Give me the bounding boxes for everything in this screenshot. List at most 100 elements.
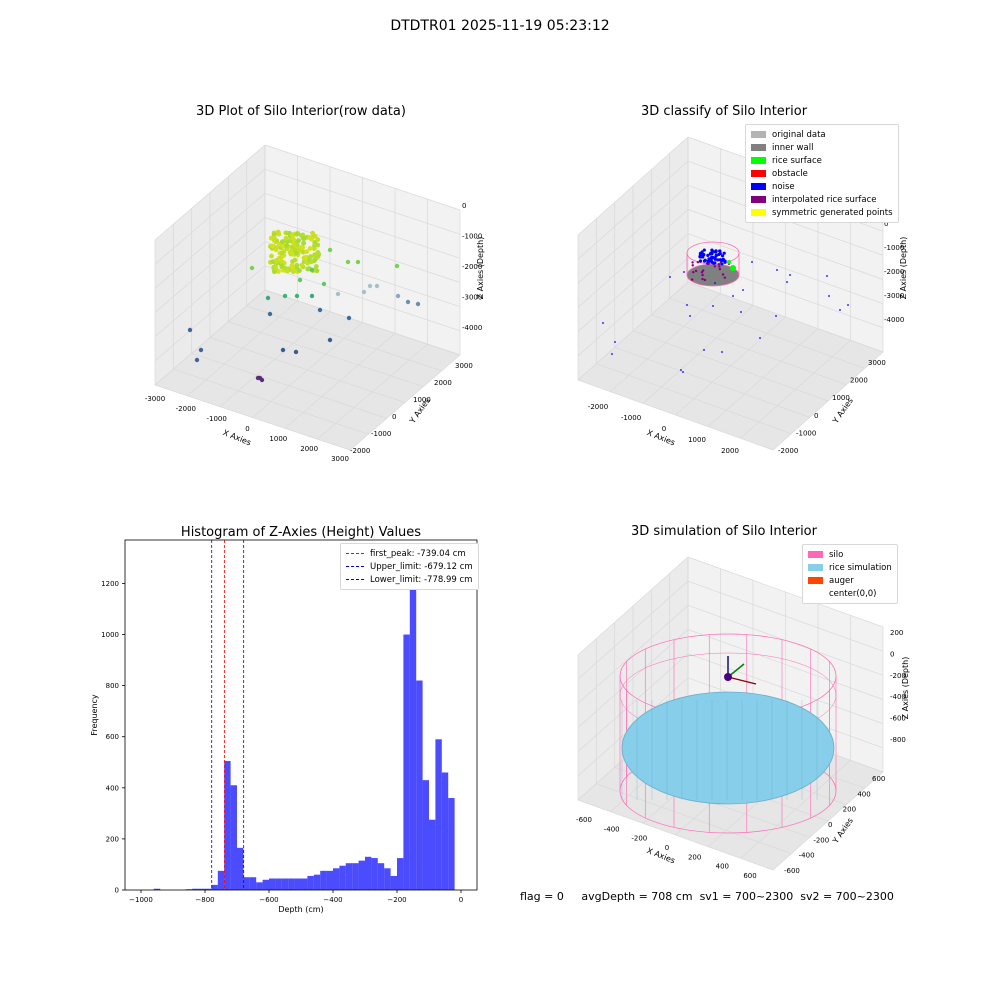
classify-legend: original data inner wall rice surface obsta… xyxy=(745,124,899,223)
raw-point xyxy=(290,251,296,257)
histogram-bar xyxy=(301,878,308,890)
raw-point xyxy=(269,245,275,250)
sim-grid xyxy=(577,677,689,777)
raw-point xyxy=(308,259,314,265)
raw-point xyxy=(294,240,300,246)
sim-z-tick: -600 xyxy=(890,715,906,723)
raw-point xyxy=(295,230,301,236)
raw-point xyxy=(286,267,292,273)
raw-point xyxy=(280,239,286,244)
status-footer: flag = 0 avgDepth = 708 cm sv1 = 700~230… xyxy=(520,890,894,903)
histogram-y-tick: 0 xyxy=(115,887,119,895)
raw-point xyxy=(279,254,284,260)
cls-y-tick: 3000 xyxy=(868,359,886,367)
cls-noise-point xyxy=(701,252,705,257)
classify-plot-title: 3D classify of Silo Interior xyxy=(640,104,808,119)
sim-floor-pane xyxy=(578,702,883,870)
histogram-bar xyxy=(288,878,295,890)
legend-swatch xyxy=(751,209,766,216)
raw-point xyxy=(284,268,290,274)
raw-point xyxy=(300,245,306,251)
cls-noise-point xyxy=(699,251,704,256)
sim-z-label: Z Axies (Depth) xyxy=(901,657,910,720)
raw-point xyxy=(297,268,302,273)
cls-noise-point xyxy=(702,253,706,257)
raw-point xyxy=(281,249,287,254)
raw-grid xyxy=(284,333,396,429)
raw-point xyxy=(313,264,319,269)
raw-point xyxy=(309,267,315,273)
cls-noise-point xyxy=(714,249,718,253)
cls-noise-point xyxy=(789,274,791,276)
sim-grid xyxy=(687,677,884,749)
raw-grid xyxy=(209,337,406,403)
sim-silo-top xyxy=(619,633,837,719)
cls-floor-pane xyxy=(578,282,883,450)
histogram-bar xyxy=(256,882,263,890)
raw-point xyxy=(300,249,306,255)
raw-point xyxy=(270,243,275,249)
histogram-y-tick: 1200 xyxy=(101,580,119,588)
raw-point xyxy=(305,255,311,261)
legend-label: obstacle xyxy=(772,168,808,179)
raw-point xyxy=(271,230,277,236)
raw-y-tick: 3000 xyxy=(455,362,473,370)
histogram-y-tick: 400 xyxy=(106,784,119,792)
raw-x-tick: 1000 xyxy=(269,435,287,443)
cls-noise-point xyxy=(839,309,841,311)
cls-inner-wall xyxy=(686,263,740,287)
sim-grid xyxy=(577,580,689,680)
cls-noise-point xyxy=(775,315,777,317)
legend-label: symmetric generated points xyxy=(772,207,893,218)
raw-point xyxy=(198,347,204,353)
histogram-bar xyxy=(416,680,423,890)
raw-point xyxy=(283,230,289,236)
raw-point xyxy=(270,243,276,249)
cls-grid xyxy=(669,298,865,369)
raw-point xyxy=(284,230,289,236)
cls-x-tick: -2000 xyxy=(588,403,608,411)
sim-x-tick: -600 xyxy=(576,816,592,824)
raw-grid xyxy=(154,168,266,265)
sim-x-tick: 600 xyxy=(743,872,756,880)
cls-noise-point xyxy=(698,252,703,256)
raw-floor-pane xyxy=(155,290,460,450)
raw-point xyxy=(301,240,306,246)
sim-auger-line xyxy=(727,676,757,685)
cls-noise-point xyxy=(682,371,684,373)
sim-z-tick: -800 xyxy=(890,736,906,744)
cls-noise-point xyxy=(702,248,706,252)
cls-noise-point xyxy=(614,341,616,343)
cls-noise-point xyxy=(776,269,778,271)
raw-point xyxy=(292,239,298,244)
raw-point xyxy=(272,269,277,275)
raw-z-tick: 0 xyxy=(462,202,466,210)
raw-x-tick: 0 xyxy=(245,425,249,433)
histogram-x-tick: −400 xyxy=(323,896,342,904)
raw-point xyxy=(300,232,306,238)
raw-point xyxy=(289,249,295,255)
raw-point xyxy=(267,311,273,317)
histogram-bar xyxy=(192,888,199,890)
cls-grid xyxy=(577,281,689,381)
raw-grid xyxy=(154,241,266,337)
raw-point xyxy=(280,267,286,273)
raw-point xyxy=(315,253,321,259)
histogram-bar xyxy=(237,847,244,890)
cls-interp-point xyxy=(703,278,707,282)
cls-rice-point xyxy=(730,265,736,271)
cls-interp-point xyxy=(713,265,717,268)
raw-point xyxy=(291,239,296,244)
raw-point xyxy=(290,235,296,241)
cls-noise-point xyxy=(742,289,744,291)
sim-grid xyxy=(687,629,884,700)
raw-point xyxy=(273,261,279,267)
cls-noise-point xyxy=(711,249,715,253)
cls-grid xyxy=(610,293,721,392)
raw-left-pane xyxy=(155,145,265,385)
raw-z-tick: -1000 xyxy=(462,233,482,241)
cls-noise-point xyxy=(732,295,734,297)
cls-noise-point xyxy=(721,257,725,262)
cls-noise-point xyxy=(669,276,671,278)
raw-point xyxy=(270,259,276,265)
